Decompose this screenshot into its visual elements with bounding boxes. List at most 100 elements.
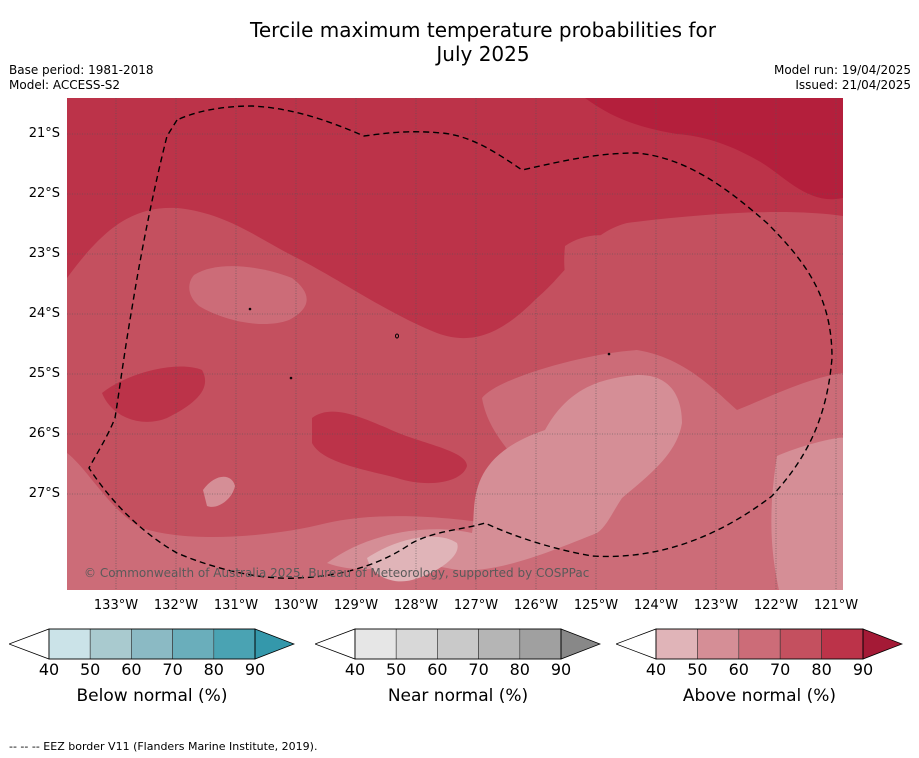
island-2 — [395, 333, 399, 339]
colorbar-below-normal: 40 50 60 70 80 90 Below normal (%) — [7, 628, 296, 706]
region-above-80-central — [312, 411, 467, 484]
colorbar-tick-label: 40 — [38, 660, 60, 679]
colorbar-tick-label: 80 — [811, 660, 832, 679]
lon-label: 132°W — [153, 598, 199, 613]
colorbar-below-normal-swatches — [7, 628, 296, 660]
map-graticule — [67, 98, 843, 590]
colorbar-swatch — [779, 628, 822, 660]
colorbar-above-normal-label: Above normal (%) — [682, 686, 837, 706]
colorbar-swatch — [655, 628, 698, 660]
colorbar-above-normal-swatches — [614, 628, 904, 660]
colorbar-extend-high — [254, 628, 296, 660]
lat-label: 27°S — [28, 486, 60, 501]
title-line-2: July 2025 — [436, 42, 530, 66]
colorbar-tick-label: 40 — [645, 660, 667, 679]
colorbar-swatch — [821, 628, 864, 660]
issued-date: Issued: 21/04/2025 — [795, 78, 911, 92]
colorbar-tick-label: 70 — [162, 660, 183, 679]
island-3 — [289, 376, 293, 380]
model-name: Model: ACCESS-S2 — [9, 78, 121, 92]
colorbar-extend-low — [614, 628, 657, 660]
lon-label: 124°W — [633, 598, 679, 613]
colorbar-tick-label: 80 — [509, 660, 530, 679]
colorbar-near-normal-label: Near normal (%) — [387, 686, 529, 706]
colorbar-swatch — [437, 628, 479, 660]
colorbar-tick-label: 90 — [244, 660, 266, 679]
colorbar-outline — [48, 628, 256, 660]
lat-label: 21°S — [28, 126, 60, 141]
eez-border — [88, 105, 833, 579]
colorbar-swatch — [519, 628, 562, 660]
colorbar-below-normal-ticks: 40 50 60 70 80 90 — [9, 660, 295, 680]
region-above-50 — [203, 375, 843, 590]
colorbar-swatch — [89, 628, 132, 660]
chart-title: Tercile maximum temperature probabilitie… — [0, 18, 919, 66]
lon-label: 129°W — [333, 598, 379, 613]
region-above-90 — [585, 98, 843, 200]
colorbar-above-normal-ticks: 40 50 60 70 80 90 — [616, 660, 903, 680]
colorbar-outline — [354, 628, 562, 660]
colorbar-near-normal-swatches — [313, 628, 602, 660]
lon-label: 131°W — [213, 598, 259, 613]
region-above-40 — [367, 536, 458, 582]
island-4 — [607, 352, 611, 356]
probability-map — [67, 98, 843, 590]
meta-left: Base period: 1981-2018 Model: ACCESS-S2 — [9, 63, 154, 93]
colorbar-extend-low — [313, 628, 356, 660]
lon-label: 127°W — [453, 598, 499, 613]
colorbar-extend-high — [862, 628, 904, 660]
lat-label: 25°S — [28, 366, 60, 381]
colorbar-tick-label: 50 — [687, 660, 708, 679]
colorbar-tick-label: 60 — [121, 660, 142, 679]
region-above-80 — [67, 98, 843, 339]
lat-label: 26°S — [28, 426, 60, 441]
colorbar-swatch — [213, 628, 256, 660]
colorbar-tick-label: 70 — [770, 660, 791, 679]
lon-label: 126°W — [513, 598, 559, 613]
colorbar-tick-label: 80 — [203, 660, 224, 679]
colorbar-tick-label: 50 — [386, 660, 407, 679]
lon-label: 130°W — [273, 598, 319, 613]
colorbar-extend-high — [560, 628, 602, 660]
colorbar-tick-label: 70 — [468, 660, 489, 679]
colorbar-swatch — [172, 628, 215, 660]
colorbar-near-normal: 40 50 60 70 80 90 Near normal (%) — [313, 628, 602, 706]
region-above-70-patch — [564, 235, 632, 297]
colorbar-tick-label: 90 — [852, 660, 874, 679]
lat-label: 24°S — [28, 306, 60, 321]
colorbar-tick-label: 90 — [550, 660, 572, 679]
colorbar-below-normal-label: Below normal (%) — [76, 686, 228, 706]
island-1 — [248, 307, 252, 311]
colorbar-outline — [655, 628, 864, 660]
region-above-80-west — [102, 366, 206, 422]
meta-right: Model run: 19/04/2025 Issued: 21/04/2025 — [774, 63, 911, 93]
model-run: Model run: 19/04/2025 — [773, 63, 911, 77]
lat-label: 22°S — [28, 186, 60, 201]
colorbar-swatch — [738, 628, 781, 660]
colorbar-swatch — [395, 628, 438, 660]
colorbar-swatch — [697, 628, 740, 660]
colorbar-swatch — [478, 628, 521, 660]
small-islands — [248, 307, 611, 380]
lon-label: 121°W — [813, 598, 859, 613]
colorbar-swatch — [48, 628, 91, 660]
title-line-1: Tercile maximum temperature probabilitie… — [250, 18, 716, 42]
colorbar-tick-label: 50 — [80, 660, 101, 679]
colorbar-tick-label: 40 — [344, 660, 366, 679]
colorbar-tick-label: 60 — [728, 660, 749, 679]
map-canvas — [67, 98, 843, 590]
colorbar-extend-low — [7, 628, 50, 660]
colorbar-tick-label: 60 — [427, 660, 448, 679]
base-period: Base period: 1981-2018 — [9, 63, 154, 77]
lon-label: 133°W — [93, 598, 139, 613]
lon-label: 122°W — [753, 598, 799, 613]
colorbar-above-normal: 40 50 60 70 80 90 Above normal (%) — [614, 628, 904, 706]
copyright-notice: © Commonwealth of Australia 2025, Bureau… — [84, 566, 590, 580]
colorbar-swatch — [131, 628, 173, 660]
colorbar-near-normal-ticks: 40 50 60 70 80 90 — [315, 660, 601, 680]
eez-footnote: -- -- -- EEZ border V11 (Flanders Marine… — [9, 740, 318, 753]
lon-label: 125°W — [573, 598, 619, 613]
lon-label: 128°W — [393, 598, 439, 613]
colorbar-swatch — [354, 628, 397, 660]
lon-label: 123°W — [693, 598, 739, 613]
